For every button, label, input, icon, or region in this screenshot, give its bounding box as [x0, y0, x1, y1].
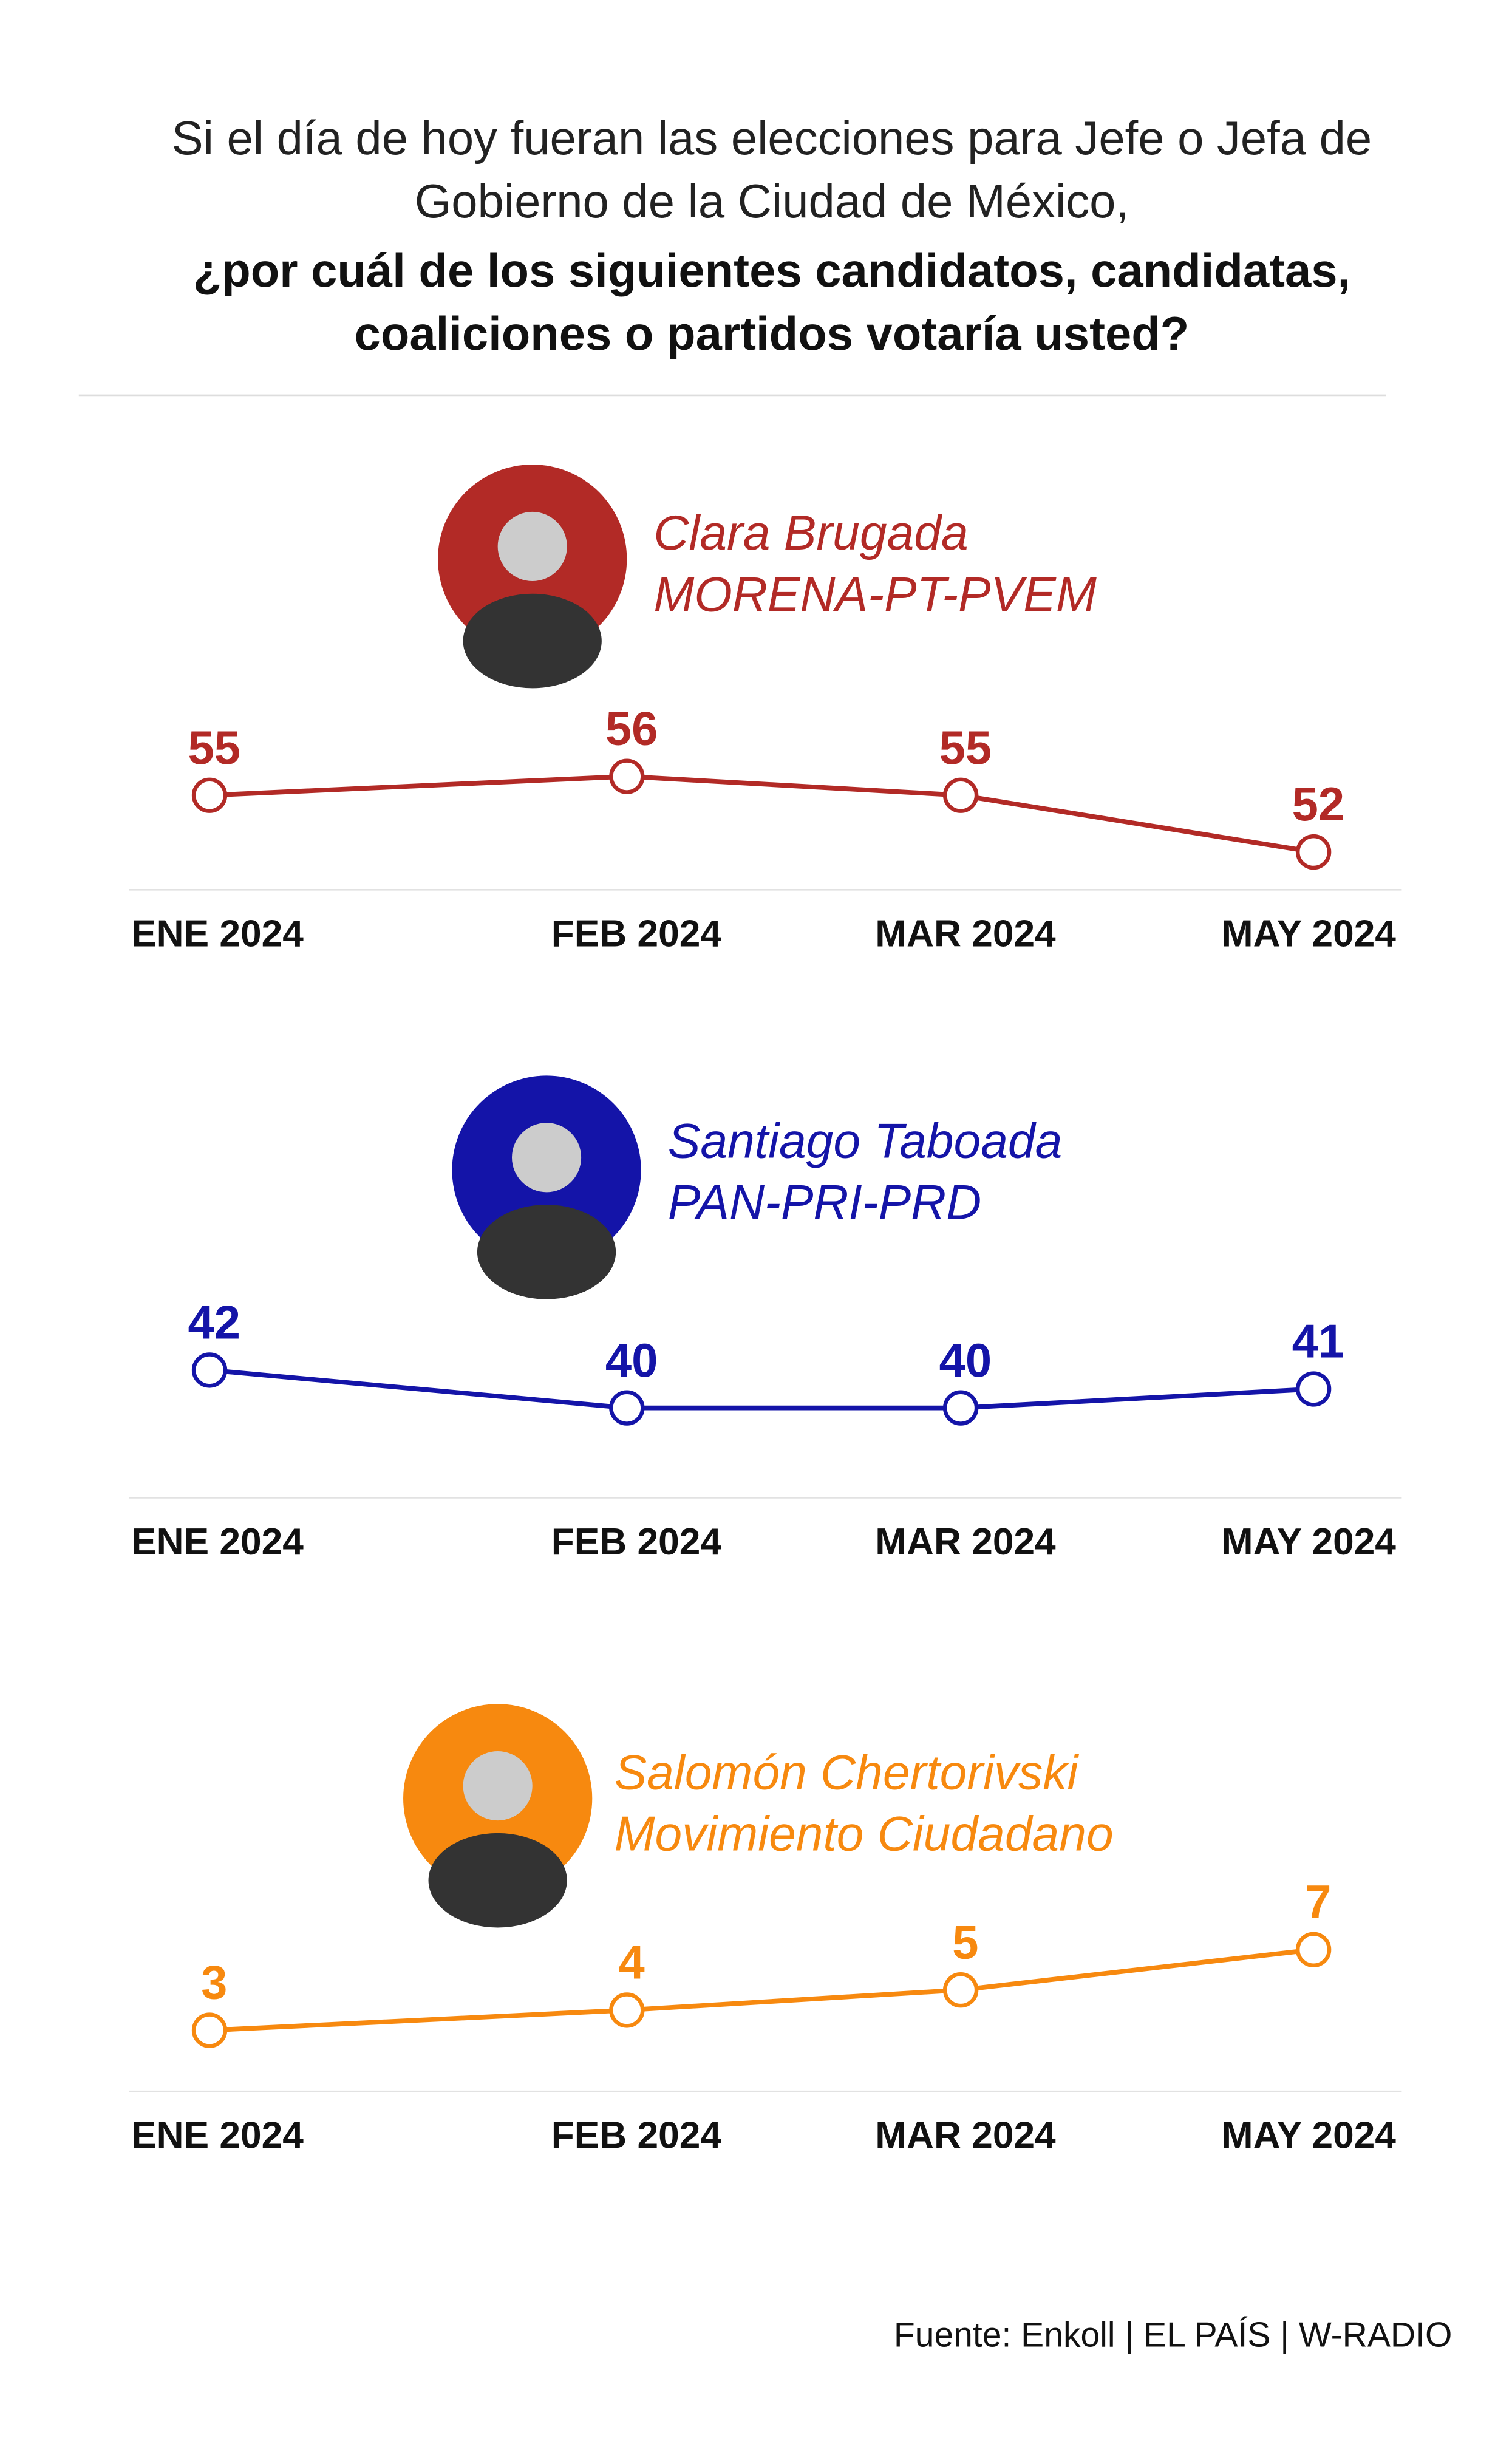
candidate-party: PAN-PRI-PRD [668, 1175, 982, 1230]
point [1295, 1932, 1332, 1967]
value-label: 40 [605, 1335, 658, 1387]
point [191, 1352, 228, 1388]
value-label: 5 [952, 1916, 978, 1969]
candidate-party: Movimiento Ciudadano [615, 1806, 1114, 1861]
point [609, 1992, 645, 2028]
value-label: 42 [188, 1297, 241, 1349]
candidate-party: MORENA-PT-PVEM [653, 567, 1096, 622]
line-series [209, 774, 1314, 854]
x-tick-label: ENE 2024 [131, 913, 304, 955]
portrait-body [477, 1205, 616, 1299]
point [609, 758, 645, 794]
x-tick-label: ENE 2024 [131, 2115, 304, 2157]
value-label: 40 [939, 1335, 992, 1387]
x-tick-label: FEB 2024 [551, 913, 722, 955]
question-line: Gobierno de la Ciudad de México, [415, 175, 1129, 228]
point [191, 777, 228, 813]
source: Fuente: Enkoll | EL PAÍS | W-RADIO [894, 2315, 1452, 2354]
line-series [209, 1947, 1314, 2033]
question-bold: ¿por cuál de los siguientes candidatos, … [193, 245, 1350, 297]
point [942, 1390, 979, 1426]
portrait-body [428, 1833, 567, 1928]
point [609, 1390, 645, 1426]
portrait-head [512, 1123, 582, 1193]
x-tick-label: MAR 2024 [875, 2115, 1056, 2157]
question-line: Si el día de hoy fueran las elecciones p… [172, 112, 1372, 165]
x-tick-label: MAR 2024 [875, 913, 1056, 955]
candidate-name: Santiago Taboada [668, 1114, 1063, 1168]
portrait-head [497, 511, 567, 582]
portrait-body [463, 593, 602, 689]
point [1295, 1371, 1332, 1407]
candidate-name: Clara Brugada [653, 506, 968, 560]
value-label: 3 [201, 1957, 227, 2009]
point [191, 2012, 228, 2048]
value-label: 41 [1292, 1316, 1345, 1368]
point [942, 1972, 979, 2008]
x-tick-label: MAY 2024 [1222, 1521, 1397, 1563]
value-label: 4 [618, 1937, 644, 1989]
value-label: 7 [1305, 1876, 1331, 1929]
value-label: 55 [939, 722, 992, 774]
x-tick-label: MAY 2024 [1222, 2115, 1397, 2157]
point [942, 777, 979, 813]
value-label: 55 [188, 722, 241, 774]
x-tick-label: ENE 2024 [131, 1521, 304, 1563]
x-tick-label: MAY 2024 [1222, 913, 1397, 955]
point [1295, 834, 1332, 870]
x-tick-label: FEB 2024 [551, 1521, 722, 1563]
question-bold: coaliciones o partidos votaría usted? [355, 308, 1190, 360]
candidate-name: Salomón Chertorivski [615, 1745, 1080, 1800]
value-label: 56 [605, 703, 658, 755]
x-tick-label: MAR 2024 [875, 1521, 1056, 1563]
portrait-head [463, 1751, 533, 1821]
line-series [209, 1367, 1314, 1411]
value-label: 52 [1292, 778, 1345, 831]
x-tick-label: FEB 2024 [551, 2115, 722, 2157]
